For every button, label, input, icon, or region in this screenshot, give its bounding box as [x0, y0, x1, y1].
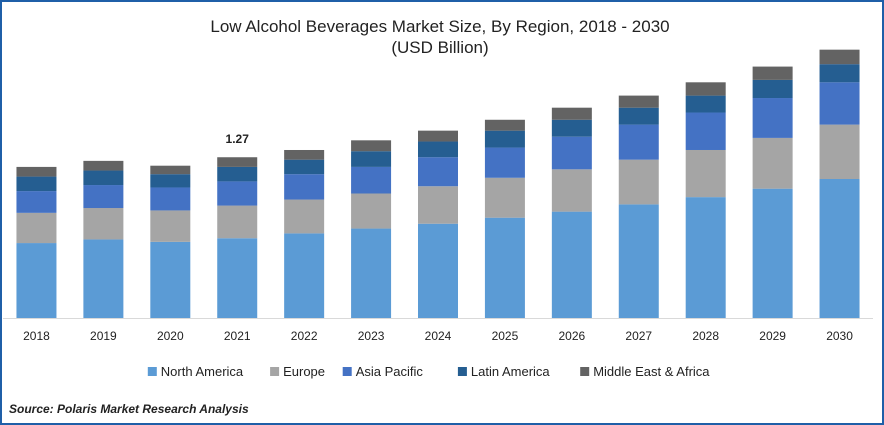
bar-2024-north-america — [418, 223, 458, 318]
source-note: Source: Polaris Market Research Analysis — [9, 402, 249, 416]
bar-2026-latin-america — [551, 119, 592, 137]
bar-2025-middle-east-africa — [484, 119, 525, 131]
bar-2028-north-america — [685, 197, 726, 318]
x-tick-label-2027: 2027 — [625, 329, 652, 343]
legend-label-north-america: North America — [161, 364, 244, 379]
bar-2019-north-america — [83, 239, 124, 318]
bar-2021-north-america — [217, 238, 258, 318]
bar-2029-asia-pacific — [752, 98, 793, 138]
x-tick-label-2024: 2024 — [425, 329, 452, 343]
legend-label-middle-east-africa: Middle East & Africa — [593, 364, 710, 379]
bar-2023-latin-america — [351, 151, 392, 167]
x-tick-label-2022: 2022 — [291, 329, 318, 343]
bar-2023-europe — [351, 193, 392, 229]
chart-title-block: Low Alcohol Beverages Market Size, By Re… — [0, 16, 880, 58]
bar-2030-asia-pacific — [819, 82, 860, 125]
bar-2030-latin-america — [819, 64, 860, 83]
legend-label-europe: Europe — [283, 364, 325, 379]
bar-2028-latin-america — [685, 95, 726, 113]
legend-swatch-middle-east-africa — [580, 367, 590, 376]
legend-swatch-asia-pacific — [342, 367, 352, 376]
bar-2027-middle-east-africa — [618, 95, 659, 108]
bar-2029-europe — [752, 137, 793, 189]
x-tick-label-2018: 2018 — [23, 329, 50, 343]
bar-2030-europe — [819, 124, 860, 179]
bar-2021-europe — [217, 205, 258, 239]
bar-2027-europe — [618, 159, 659, 205]
bar-2018-asia-pacific — [16, 191, 57, 213]
bar-2027-asia-pacific — [618, 124, 659, 160]
bar-2018-europe — [16, 212, 57, 244]
bar-2024-asia-pacific — [418, 157, 458, 187]
bar-2027-north-america — [618, 204, 659, 318]
x-tick-label-2025: 2025 — [492, 329, 519, 343]
bar-2024-middle-east-africa — [418, 130, 458, 142]
bar-2018-middle-east-africa — [16, 166, 57, 177]
x-tick-label-2029: 2029 — [759, 329, 786, 343]
bar-2019-europe — [83, 208, 124, 240]
bar-2026-middle-east-africa — [551, 107, 592, 120]
bar-2028-middle-east-africa — [685, 82, 726, 96]
x-tick-label-2019: 2019 — [90, 329, 117, 343]
legend-label-asia-pacific: Asia Pacific — [356, 364, 424, 379]
bar-2022-asia-pacific — [284, 174, 325, 200]
bar-2029-north-america — [752, 188, 793, 318]
chart-subtitle: (USD Billion) — [391, 38, 489, 57]
x-tick-label-2026: 2026 — [558, 329, 585, 343]
bar-2020-europe — [150, 210, 191, 242]
bar-2020-middle-east-africa — [150, 165, 191, 175]
bar-2020-asia-pacific — [150, 187, 191, 211]
bar-2030-middle-east-africa — [819, 49, 860, 65]
bar-2022-europe — [284, 199, 325, 234]
bar-2027-latin-america — [618, 107, 659, 125]
bar-2019-latin-america — [83, 170, 124, 186]
bar-2025-asia-pacific — [484, 147, 525, 178]
bar-2026-asia-pacific — [551, 136, 592, 170]
legend-swatch-europe — [270, 367, 280, 376]
legend-label-latin-america: Latin America — [471, 364, 551, 379]
bar-2022-north-america — [284, 233, 325, 318]
bar-2023-north-america — [351, 228, 392, 318]
bar-2018-latin-america — [16, 176, 57, 192]
bar-2020-latin-america — [150, 174, 191, 188]
bar-2019-asia-pacific — [83, 185, 124, 209]
bar-2029-middle-east-africa — [752, 66, 793, 80]
bar-2019-middle-east-africa — [83, 160, 124, 171]
bar-2024-latin-america — [418, 141, 458, 158]
x-tick-label-2020: 2020 — [157, 329, 184, 343]
chart-title: Low Alcohol Beverages Market Size, By Re… — [210, 17, 670, 36]
x-tick-label-2021: 2021 — [224, 329, 251, 343]
bar-2028-asia-pacific — [685, 112, 726, 150]
x-tick-label-2028: 2028 — [692, 329, 719, 343]
bar-2026-north-america — [551, 211, 592, 318]
bar-2022-latin-america — [284, 159, 325, 175]
bar-2021-latin-america — [217, 166, 258, 182]
legend-swatch-north-america — [147, 367, 157, 376]
bar-2025-north-america — [484, 217, 525, 318]
data-label-2021: 1.27 — [226, 132, 250, 146]
bar-2022-middle-east-africa — [284, 149, 325, 160]
bar-2029-latin-america — [752, 79, 793, 99]
bar-2024-europe — [418, 186, 458, 224]
legend-swatch-latin-america — [457, 367, 467, 376]
bar-2026-europe — [551, 169, 592, 212]
bar-2023-middle-east-africa — [351, 140, 392, 152]
bar-2030-north-america — [819, 179, 860, 318]
bar-2025-latin-america — [484, 130, 525, 148]
x-tick-label-2023: 2023 — [358, 329, 385, 343]
bar-2021-asia-pacific — [217, 181, 258, 206]
bar-2020-north-america — [150, 241, 191, 318]
x-tick-label-2030: 2030 — [826, 329, 853, 343]
bar-2023-asia-pacific — [351, 166, 392, 194]
bar-2021-middle-east-africa — [217, 157, 258, 167]
bar-2018-north-america — [16, 243, 57, 318]
bar-2025-europe — [484, 177, 525, 218]
bar-2028-europe — [685, 149, 726, 198]
